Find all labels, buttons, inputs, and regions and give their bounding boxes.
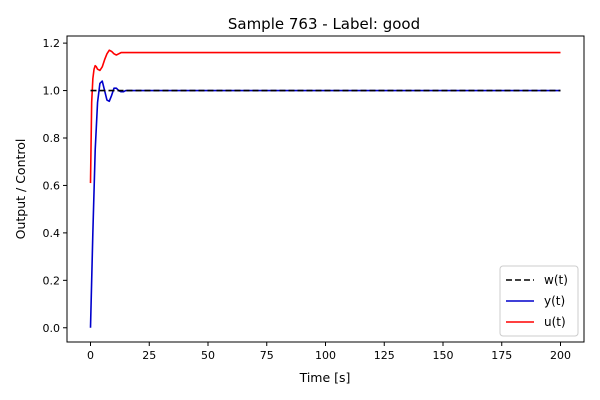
x-tick-label: 150	[433, 349, 454, 362]
series-line-ut	[89, 49, 561, 184]
x-tick-label: 175	[491, 349, 512, 362]
y-tick-label: 1.0	[43, 85, 61, 98]
legend-label: w(t)	[544, 273, 568, 287]
y-axis-label: Output / Control	[13, 139, 28, 240]
legend-label: y(t)	[544, 294, 565, 308]
x-tick-label: 50	[201, 349, 215, 362]
y-tick-label: 0.0	[43, 322, 61, 335]
x-axis-label: Time [s]	[299, 370, 351, 385]
x-tick-label: 200	[550, 349, 571, 362]
y-tick-label: 0.4	[43, 227, 61, 240]
y-tick-label: 0.8	[43, 132, 61, 145]
y-tick-label: 0.2	[43, 274, 61, 287]
legend-entries: w(t) y(t) u(t)	[506, 273, 568, 329]
plot-area	[67, 36, 584, 342]
x-tick-label: 75	[260, 349, 274, 362]
chart-title: Sample 763 - Label: good	[228, 15, 420, 33]
legend-label: u(t)	[544, 315, 566, 329]
y-tick-label: 0.6	[43, 179, 61, 192]
x-tick-label: 0	[87, 349, 94, 362]
y-tick-label: 1.2	[43, 37, 61, 50]
x-tick-label: 25	[142, 349, 156, 362]
y-axis: 0.0 0.2 0.4 0.6 0.8 1.0 1.2	[43, 37, 67, 335]
x-tick-label: 100	[315, 349, 336, 362]
series-layer	[89, 49, 561, 328]
legend: w(t) y(t) u(t)	[499, 265, 579, 337]
x-axis: 0 25 50 75 100 125 150 175 200	[87, 342, 571, 362]
x-tick-label: 125	[374, 349, 395, 362]
legend-box	[499, 265, 579, 337]
